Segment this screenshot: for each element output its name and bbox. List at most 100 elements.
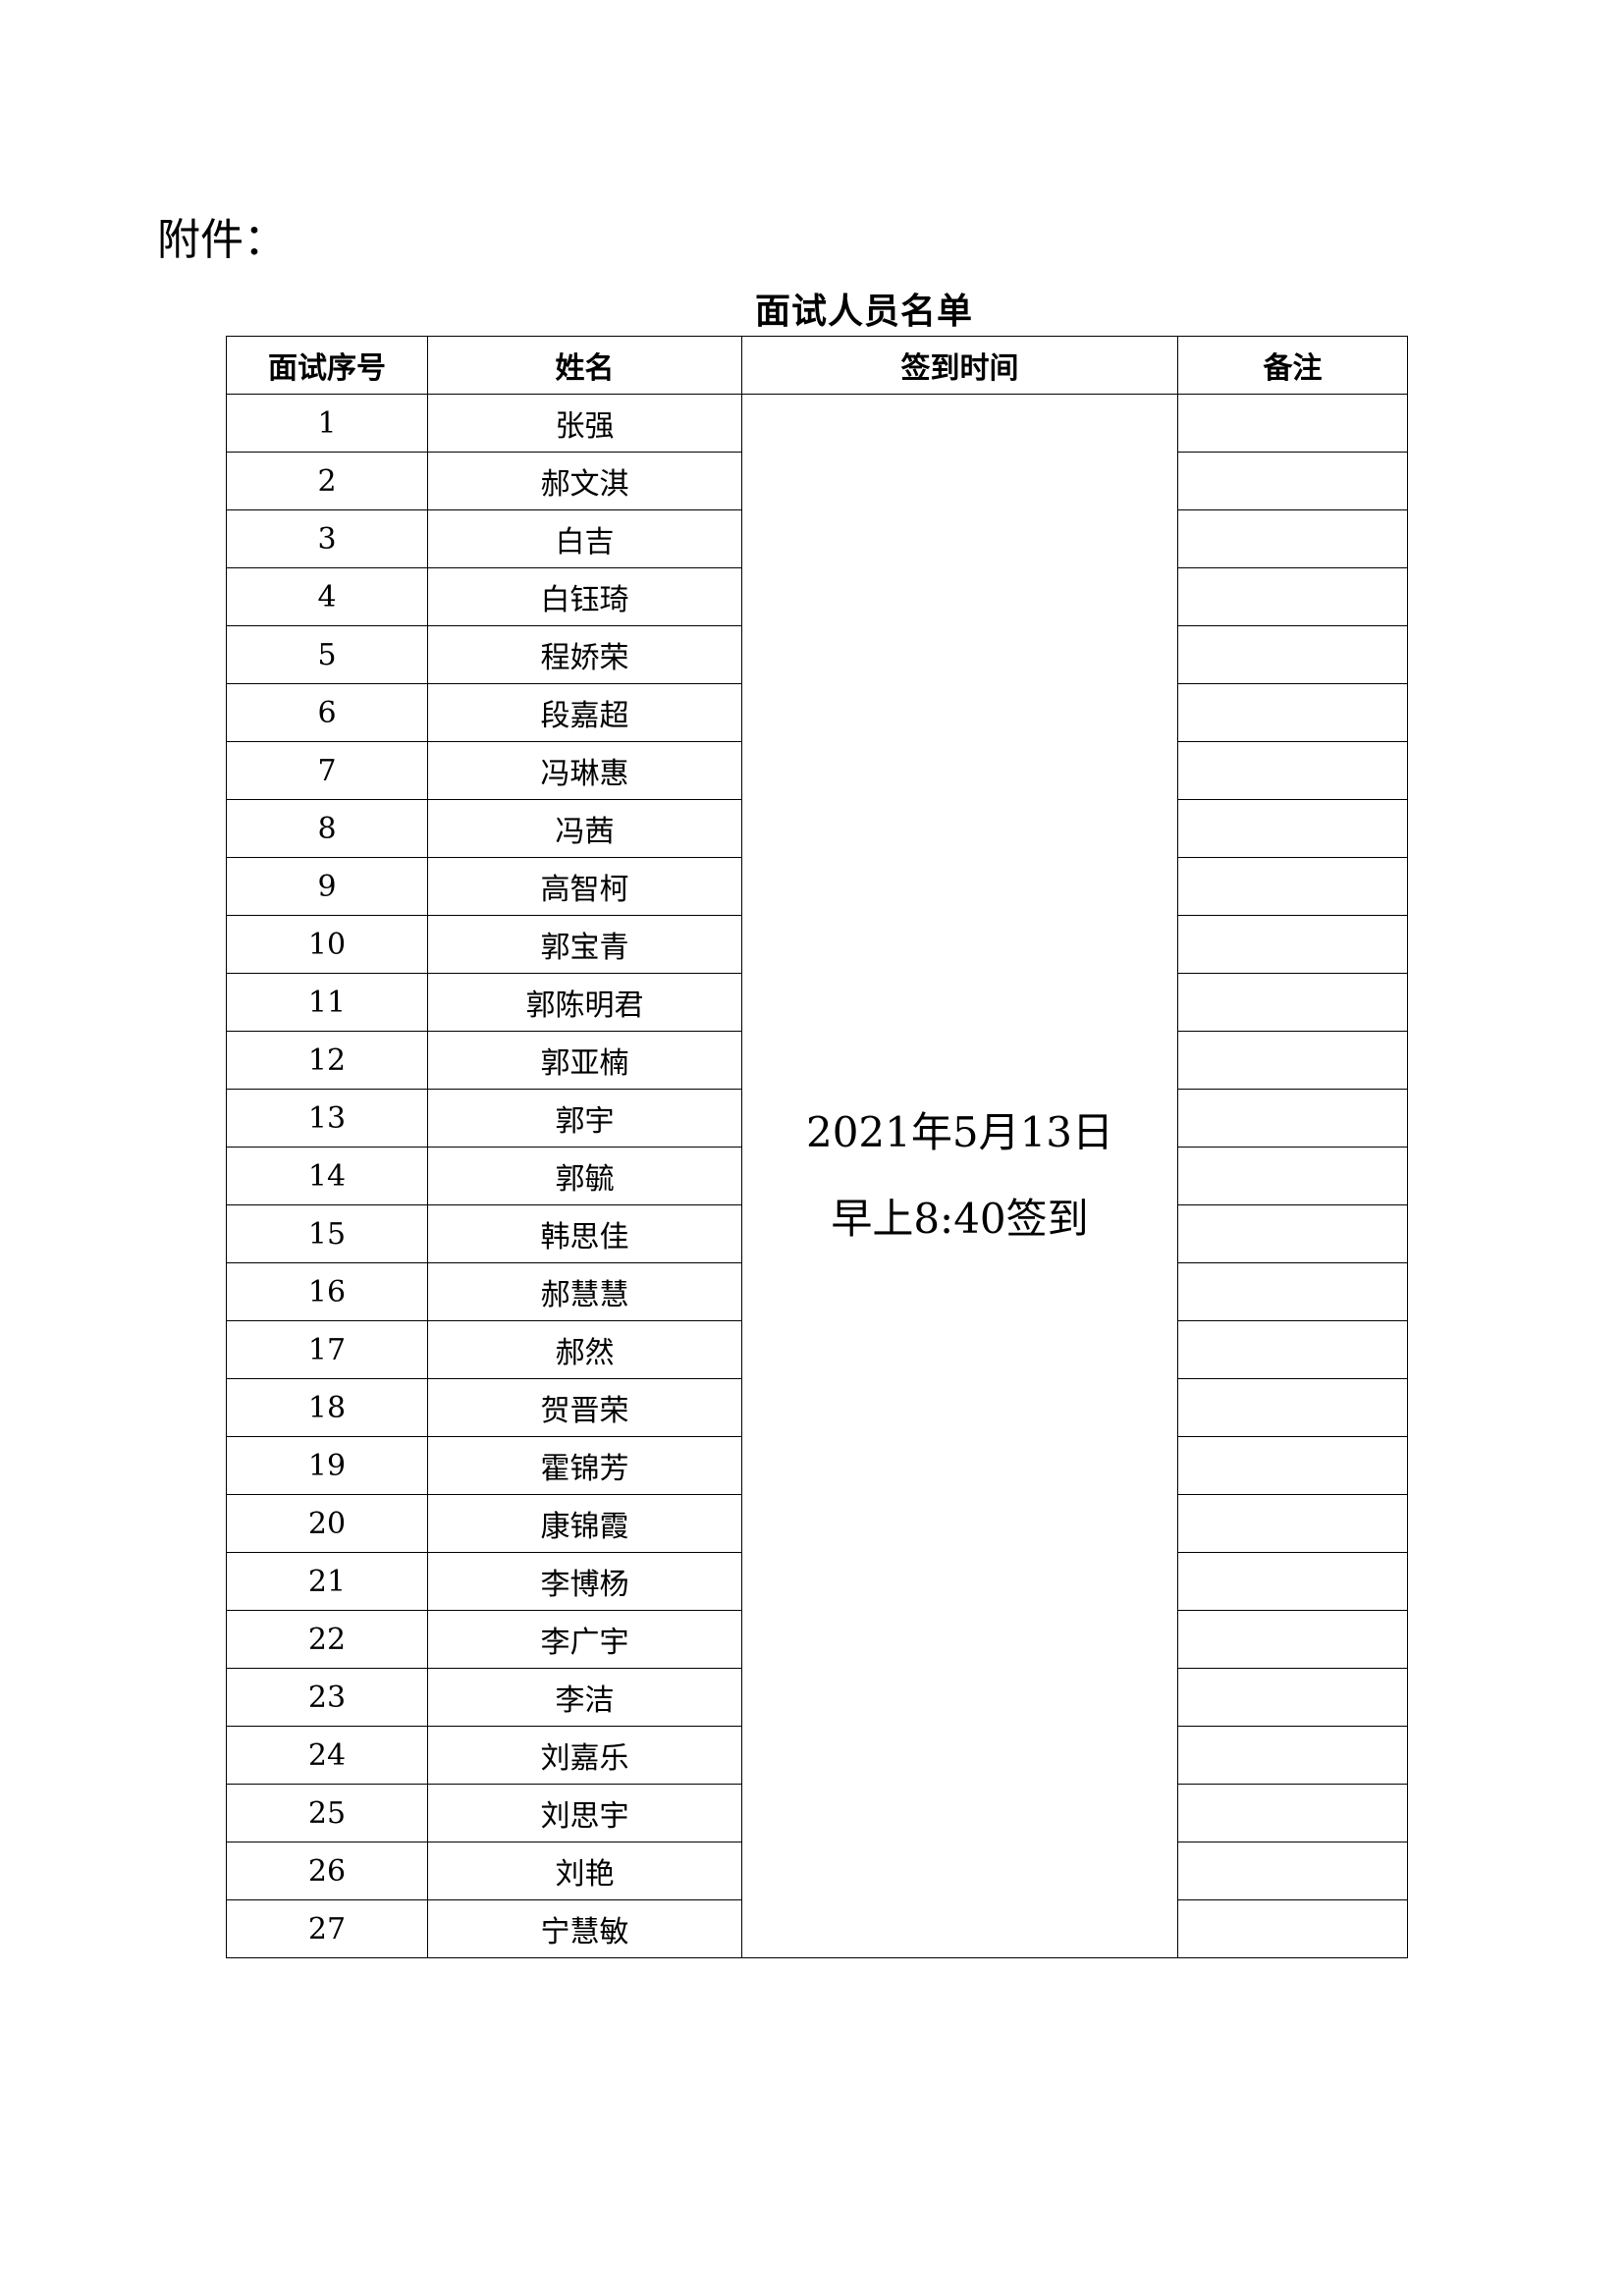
sign-in-time-cell: 2021年5月13日 早上8:40签到 xyxy=(741,394,1178,1958)
row-name: 张强 xyxy=(427,394,742,453)
row-remarks xyxy=(1177,452,1408,510)
header-sign-in-time: 签到时间 xyxy=(741,336,1178,395)
row-name: 冯琳惠 xyxy=(427,741,742,800)
row-remarks xyxy=(1177,1726,1408,1785)
row-remarks xyxy=(1177,1784,1408,1842)
row-no: 19 xyxy=(226,1436,428,1495)
row-no: 9 xyxy=(226,857,428,916)
row-name: 郭宝青 xyxy=(427,915,742,974)
table-row: 7 冯琳惠 xyxy=(226,741,1408,800)
row-no: 2 xyxy=(226,452,428,510)
row-remarks xyxy=(1177,1320,1408,1379)
row-name: 康锦霞 xyxy=(427,1494,742,1553)
table-row: 21 李博杨 xyxy=(226,1552,1408,1611)
table-row: 25 刘思宇 xyxy=(226,1784,1408,1842)
table-row: 23 李洁 xyxy=(226,1668,1408,1727)
table-row: 6 段嘉超 xyxy=(226,683,1408,742)
table-row: 17 郝然 xyxy=(226,1320,1408,1379)
row-no: 26 xyxy=(226,1842,428,1900)
table-row: 26 刘艳 xyxy=(226,1842,1408,1900)
row-remarks xyxy=(1177,567,1408,626)
row-remarks xyxy=(1177,1262,1408,1321)
row-no: 24 xyxy=(226,1726,428,1785)
row-no: 21 xyxy=(226,1552,428,1611)
table-row: 13 郭宇 xyxy=(226,1089,1408,1148)
row-name: 霍锦芳 xyxy=(427,1436,742,1495)
row-name: 刘嘉乐 xyxy=(427,1726,742,1785)
table-row: 18 贺晋荣 xyxy=(226,1378,1408,1437)
row-name: 郭宇 xyxy=(427,1089,742,1148)
row-remarks xyxy=(1177,1610,1408,1669)
table-row: 11 郭陈明君 xyxy=(226,973,1408,1032)
row-name: 白吉 xyxy=(427,509,742,568)
row-remarks xyxy=(1177,1378,1408,1437)
row-name: 白钰琦 xyxy=(427,567,742,626)
row-name: 刘艳 xyxy=(427,1842,742,1900)
sign-in-hour: 早上8:40签到 xyxy=(831,1195,1089,1243)
row-no: 18 xyxy=(226,1378,428,1437)
table-row: 22 李广宇 xyxy=(226,1610,1408,1669)
table-row: 4 白钰琦 xyxy=(226,567,1408,626)
table-row: 1 张强 2021年5月13日 早上8:40签到 xyxy=(226,394,1408,1958)
table-row: 15 韩思佳 xyxy=(226,1204,1408,1263)
row-name: 郝然 xyxy=(427,1320,742,1379)
table-row: 16 郝慧慧 xyxy=(226,1262,1408,1321)
row-remarks xyxy=(1177,1031,1408,1090)
table-row: 8 冯茜 xyxy=(226,799,1408,858)
row-remarks xyxy=(1177,394,1408,453)
row-no: 1 xyxy=(226,394,428,453)
row-name: 高智柯 xyxy=(427,857,742,916)
table-row: 27 宁慧敏 xyxy=(226,1899,1408,1958)
row-no: 22 xyxy=(226,1610,428,1669)
row-name: 郝文淇 xyxy=(427,452,742,510)
row-no: 4 xyxy=(226,567,428,626)
row-remarks xyxy=(1177,1494,1408,1553)
row-no: 3 xyxy=(226,509,428,568)
row-no: 12 xyxy=(226,1031,428,1090)
row-name: 程娇荣 xyxy=(427,625,742,684)
row-remarks xyxy=(1177,1668,1408,1727)
row-name: 李博杨 xyxy=(427,1552,742,1611)
table-row: 5 程娇荣 xyxy=(226,625,1408,684)
row-remarks xyxy=(1177,1899,1408,1958)
row-name: 郭陈明君 xyxy=(427,973,742,1032)
row-name: 李广宇 xyxy=(427,1610,742,1669)
row-name: 郭亚楠 xyxy=(427,1031,742,1090)
row-no: 14 xyxy=(226,1147,428,1205)
table-row: 14 郭毓 xyxy=(226,1147,1408,1205)
header-row: 面试序号 姓名 签到时间 备注 xyxy=(226,336,1408,395)
row-name: 郭毓 xyxy=(427,1147,742,1205)
row-remarks xyxy=(1177,625,1408,684)
row-no: 23 xyxy=(226,1668,428,1727)
row-remarks xyxy=(1177,1842,1408,1900)
row-no: 6 xyxy=(226,683,428,742)
attachment-label: 附件： xyxy=(157,215,287,265)
row-remarks xyxy=(1177,799,1408,858)
row-name: 韩思佳 xyxy=(427,1204,742,1263)
row-remarks xyxy=(1177,915,1408,974)
row-remarks xyxy=(1177,973,1408,1032)
table-row: 24 刘嘉乐 xyxy=(226,1726,1408,1785)
row-remarks xyxy=(1177,509,1408,568)
row-remarks xyxy=(1177,1089,1408,1148)
row-name: 冯茜 xyxy=(427,799,742,858)
row-name: 贺晋荣 xyxy=(427,1378,742,1437)
row-no: 11 xyxy=(226,973,428,1032)
row-no: 10 xyxy=(226,915,428,974)
row-remarks xyxy=(1177,1147,1408,1205)
table-row: 20 康锦霞 xyxy=(226,1494,1408,1553)
row-remarks xyxy=(1177,1552,1408,1611)
row-remarks xyxy=(1177,1436,1408,1495)
row-no: 20 xyxy=(226,1494,428,1553)
row-name: 刘思宇 xyxy=(427,1784,742,1842)
row-no: 7 xyxy=(226,741,428,800)
row-remarks xyxy=(1177,741,1408,800)
header-remarks: 备注 xyxy=(1177,336,1408,395)
table-title: 面试人员名单 xyxy=(754,292,973,332)
row-no: 17 xyxy=(226,1320,428,1379)
row-no: 25 xyxy=(226,1784,428,1842)
table-row: 2 郝文淇 xyxy=(226,452,1408,510)
interview-list-table: 面试序号 姓名 签到时间 备注 1 张强 2021年5月13日 早上8:40签到… xyxy=(226,336,1408,1958)
row-name: 郝慧慧 xyxy=(427,1262,742,1321)
row-remarks xyxy=(1177,1204,1408,1263)
